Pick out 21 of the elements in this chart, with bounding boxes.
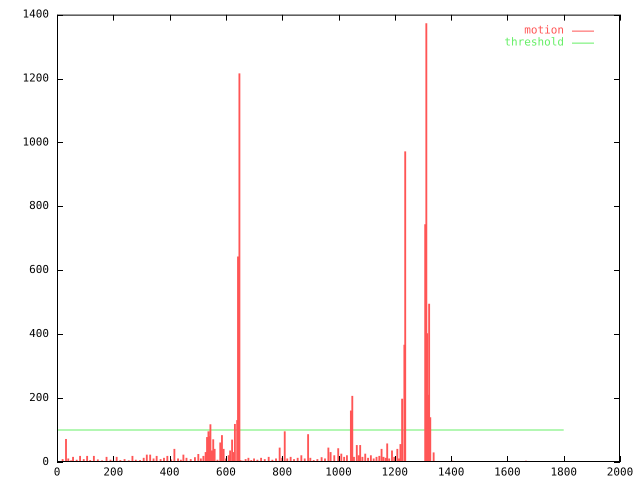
- x-tick-label: 1000: [325, 465, 352, 478]
- x-tick-label: 1800: [550, 465, 577, 478]
- legend-label: motion: [524, 23, 564, 36]
- y-tick-label: 1200: [22, 71, 49, 84]
- y-tick-label: 800: [29, 199, 49, 212]
- y-tick-label: 1400: [22, 7, 49, 20]
- legend-label: threshold: [504, 35, 564, 48]
- y-tick-label: 400: [29, 327, 49, 340]
- x-tick-label: 600: [216, 465, 236, 478]
- x-tick-label: 1200: [382, 465, 408, 478]
- y-tick-label: 1000: [22, 135, 49, 148]
- x-tick-label: 1400: [438, 465, 464, 478]
- x-tick-label: 1600: [494, 465, 521, 478]
- x-tick-label: 0: [54, 465, 60, 478]
- x-tick-label: 800: [272, 465, 292, 478]
- y-tick-label: 200: [29, 390, 49, 404]
- y-tick-label: 0: [42, 454, 49, 468]
- x-tick-label: 2000: [606, 465, 634, 478]
- y-tick-label: 600: [29, 263, 49, 276]
- x-tick-label: 400: [160, 465, 180, 478]
- x-tick-label: 200: [103, 465, 124, 478]
